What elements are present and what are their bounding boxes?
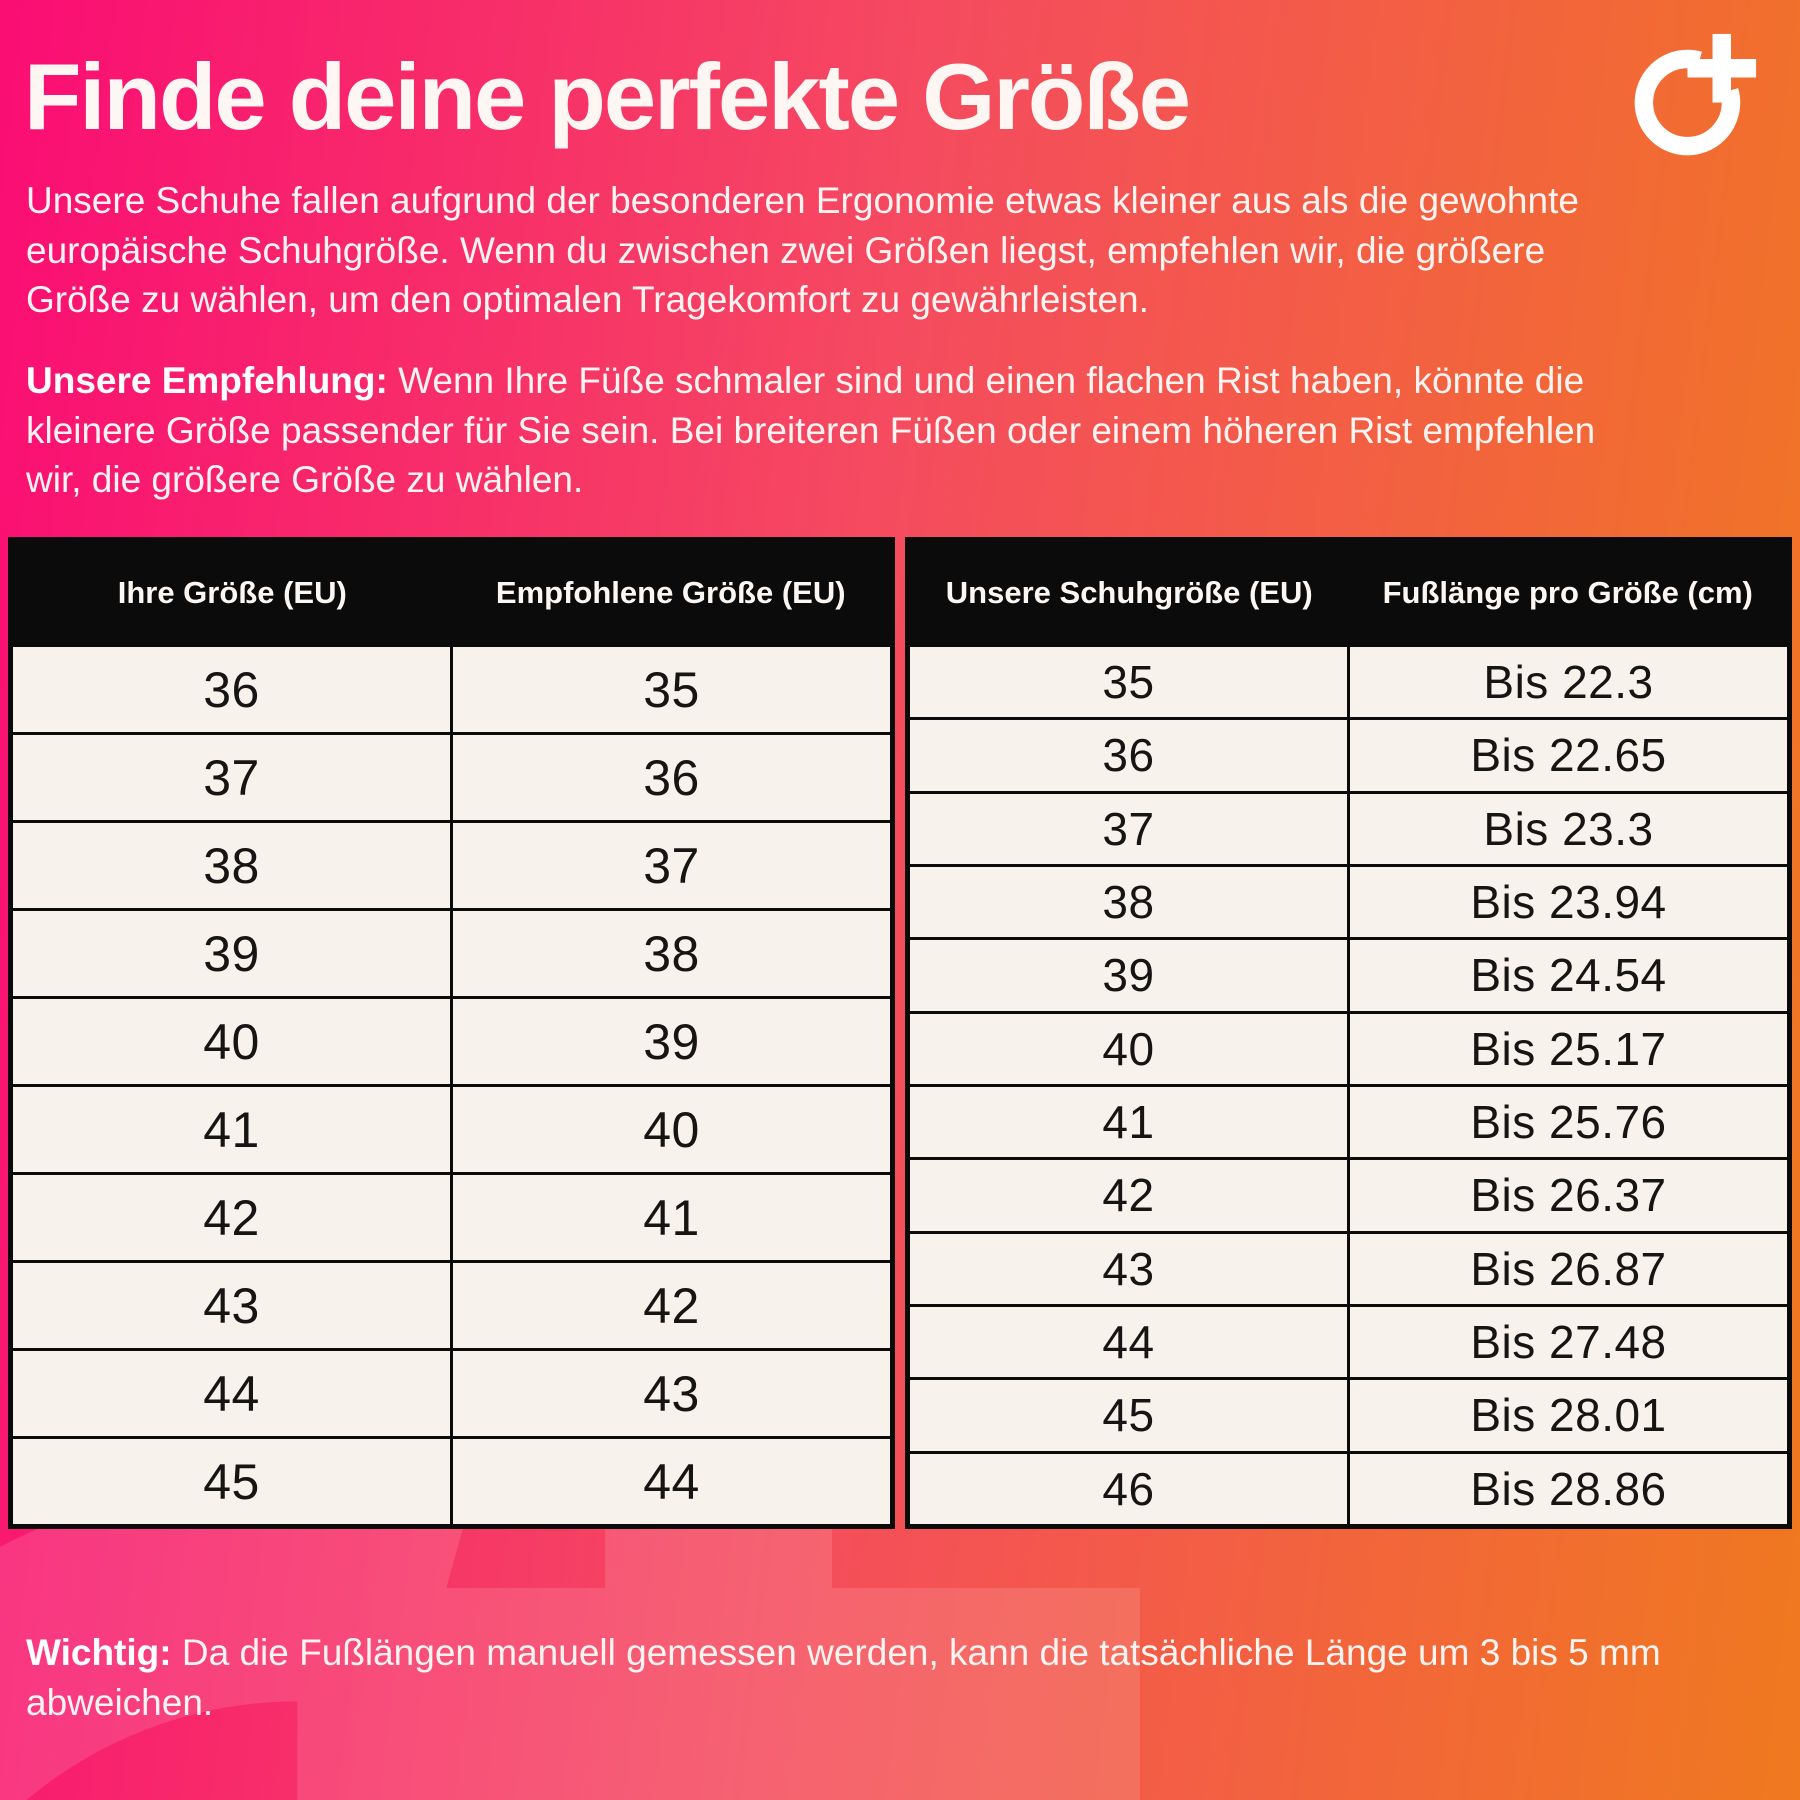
table-cell: 40 [450, 1087, 890, 1172]
table-row: 46 Bis 28.86 [910, 1450, 1787, 1524]
conversion-table: Ihre Größe (EU) Empfohlene Größe (EU) 36… [8, 537, 895, 1529]
table-cell: 41 [1102, 1096, 1155, 1149]
table-cell: 45 [1102, 1389, 1155, 1442]
table-row: 42 Bis 26.37 [910, 1157, 1787, 1231]
column-header-your-size: Ihre Größe (EU) [117, 575, 347, 610]
table-row: 39 Bis 24.54 [910, 937, 1787, 1011]
table-cell: Bis 23.94 [1347, 866, 1787, 938]
table-cell: 42 [450, 1263, 890, 1348]
table-cell: 43 [203, 1277, 260, 1334]
table-cell: 35 [1102, 656, 1155, 709]
intro-paragraph: Unsere Schuhe fallen aufgrund der besond… [26, 176, 1772, 325]
table-cell: 36 [203, 661, 260, 718]
footlength-table-header: Unsere Schuhgröße (EU) Fußlänge pro Größ… [910, 542, 1787, 644]
table-row: 44 Bis 27.48 [910, 1303, 1787, 1378]
table-row: 36 Bis 22.65 [910, 717, 1787, 791]
recommendation-text: Wenn Ihre Füße schmaler sind und einen f… [26, 360, 1596, 501]
table-row: 43 Bis 26.87 [910, 1230, 1787, 1304]
footlength-table: Unsere Schuhgröße (EU) Fußlänge pro Größ… [905, 537, 1792, 1529]
table-cell: Bis 28.01 [1347, 1380, 1787, 1451]
table-row: 43 42 [13, 1260, 890, 1348]
table-cell: 45 [203, 1453, 260, 1510]
brand-logo-ring-plus-icon [1634, 33, 1757, 156]
table-row: 38 37 [13, 820, 890, 908]
intro-text: Unsere Schuhe fallen aufgrund der besond… [26, 180, 1579, 321]
conversion-table-header: Ihre Größe (EU) Empfohlene Größe (EU) [13, 542, 890, 644]
table-cell: 39 [450, 999, 890, 1084]
table-row: 39 38 [13, 908, 890, 996]
table-cell: 39 [203, 925, 260, 982]
table-cell: 37 [1102, 802, 1155, 855]
table-row: 37 Bis 23.3 [910, 790, 1787, 864]
table-cell: 35 [450, 647, 890, 732]
table-row: 45 Bis 28.01 [910, 1377, 1787, 1451]
table-row: 41 40 [13, 1084, 890, 1172]
table-cell: 38 [203, 837, 260, 894]
table-cell: Bis 24.54 [1347, 940, 1787, 1011]
table-cell: 38 [450, 911, 890, 996]
table-cell: 46 [1102, 1462, 1155, 1515]
table-cell: 36 [1102, 729, 1155, 782]
table-cell: 39 [1102, 949, 1155, 1002]
column-header-recommended-size: Empfohlene Größe (EU) [495, 575, 846, 610]
table-cell: Bis 23.3 [1347, 793, 1787, 864]
column-header-our-shoe-size: Unsere Schuhgröße (EU) [945, 575, 1313, 610]
table-row: 42 41 [13, 1172, 890, 1260]
important-note: Wichtig: Da die Fußlängen manuell gemess… [26, 1628, 1730, 1727]
table-row: 45 44 [13, 1436, 890, 1524]
table-cell: Bis 27.48 [1347, 1306, 1787, 1378]
table-cell: Bis 25.76 [1347, 1086, 1787, 1158]
table-cell: 42 [1102, 1169, 1155, 1222]
table-row: 38 Bis 23.94 [910, 863, 1787, 938]
table-cell: 41 [450, 1175, 890, 1260]
table-cell: Bis 22.65 [1347, 720, 1787, 791]
conversion-table-body: 36 35 37 36 38 37 39 38 40 39 41 40 42 41 43 42 44 43 45 44 [13, 644, 890, 1524]
table-cell: 40 [1102, 1022, 1155, 1075]
table-cell: 44 [203, 1365, 260, 1422]
table-cell: 37 [450, 823, 890, 908]
table-cell: Bis 26.87 [1347, 1233, 1787, 1304]
table-cell: 38 [1102, 876, 1155, 929]
table-cell: Bis 26.37 [1347, 1160, 1787, 1231]
recommendation-label: Unsere Empfehlung: [26, 360, 388, 401]
table-row: 40 39 [13, 996, 890, 1084]
table-row: 37 36 [13, 732, 890, 820]
table-cell: Bis 22.3 [1347, 647, 1787, 718]
table-cell: Bis 25.17 [1347, 1013, 1787, 1084]
table-row: 44 43 [13, 1348, 890, 1436]
recommendation-paragraph: Unsere Empfehlung: Wenn Ihre Füße schmal… [26, 356, 1772, 505]
table-cell: Bis 28.86 [1347, 1453, 1787, 1524]
important-note-text: Da die Fußlängen manuell gemessen werden… [26, 1632, 1661, 1723]
table-cell: 42 [203, 1189, 260, 1246]
table-cell: 40 [203, 1013, 260, 1070]
table-cell: 44 [1102, 1316, 1155, 1369]
table-cell: 36 [450, 735, 890, 820]
table-row: 36 35 [13, 644, 890, 732]
table-cell: 41 [203, 1101, 260, 1158]
column-header-foot-length: Fußlänge pro Größe (cm) [1382, 575, 1753, 610]
table-cell: 37 [203, 749, 260, 806]
table-cell: 44 [450, 1439, 890, 1524]
table-row: 35 Bis 22.3 [910, 644, 1787, 718]
table-row: 41 Bis 25.76 [910, 1083, 1787, 1158]
footlength-table-body: 35 Bis 22.3 36 Bis 22.65 37 Bis 23.3 38 Bis 23.… [910, 644, 1787, 1524]
size-tables: Ihre Größe (EU) Empfohlene Größe (EU) 36… [8, 537, 1792, 1529]
important-note-label: Wichtig: [26, 1632, 172, 1673]
table-row: 40 Bis 25.17 [910, 1010, 1787, 1084]
table-cell: 43 [1102, 1242, 1155, 1295]
page-title: Finde deine perfekte Größe [24, 44, 1191, 149]
table-cell: 43 [450, 1351, 890, 1436]
